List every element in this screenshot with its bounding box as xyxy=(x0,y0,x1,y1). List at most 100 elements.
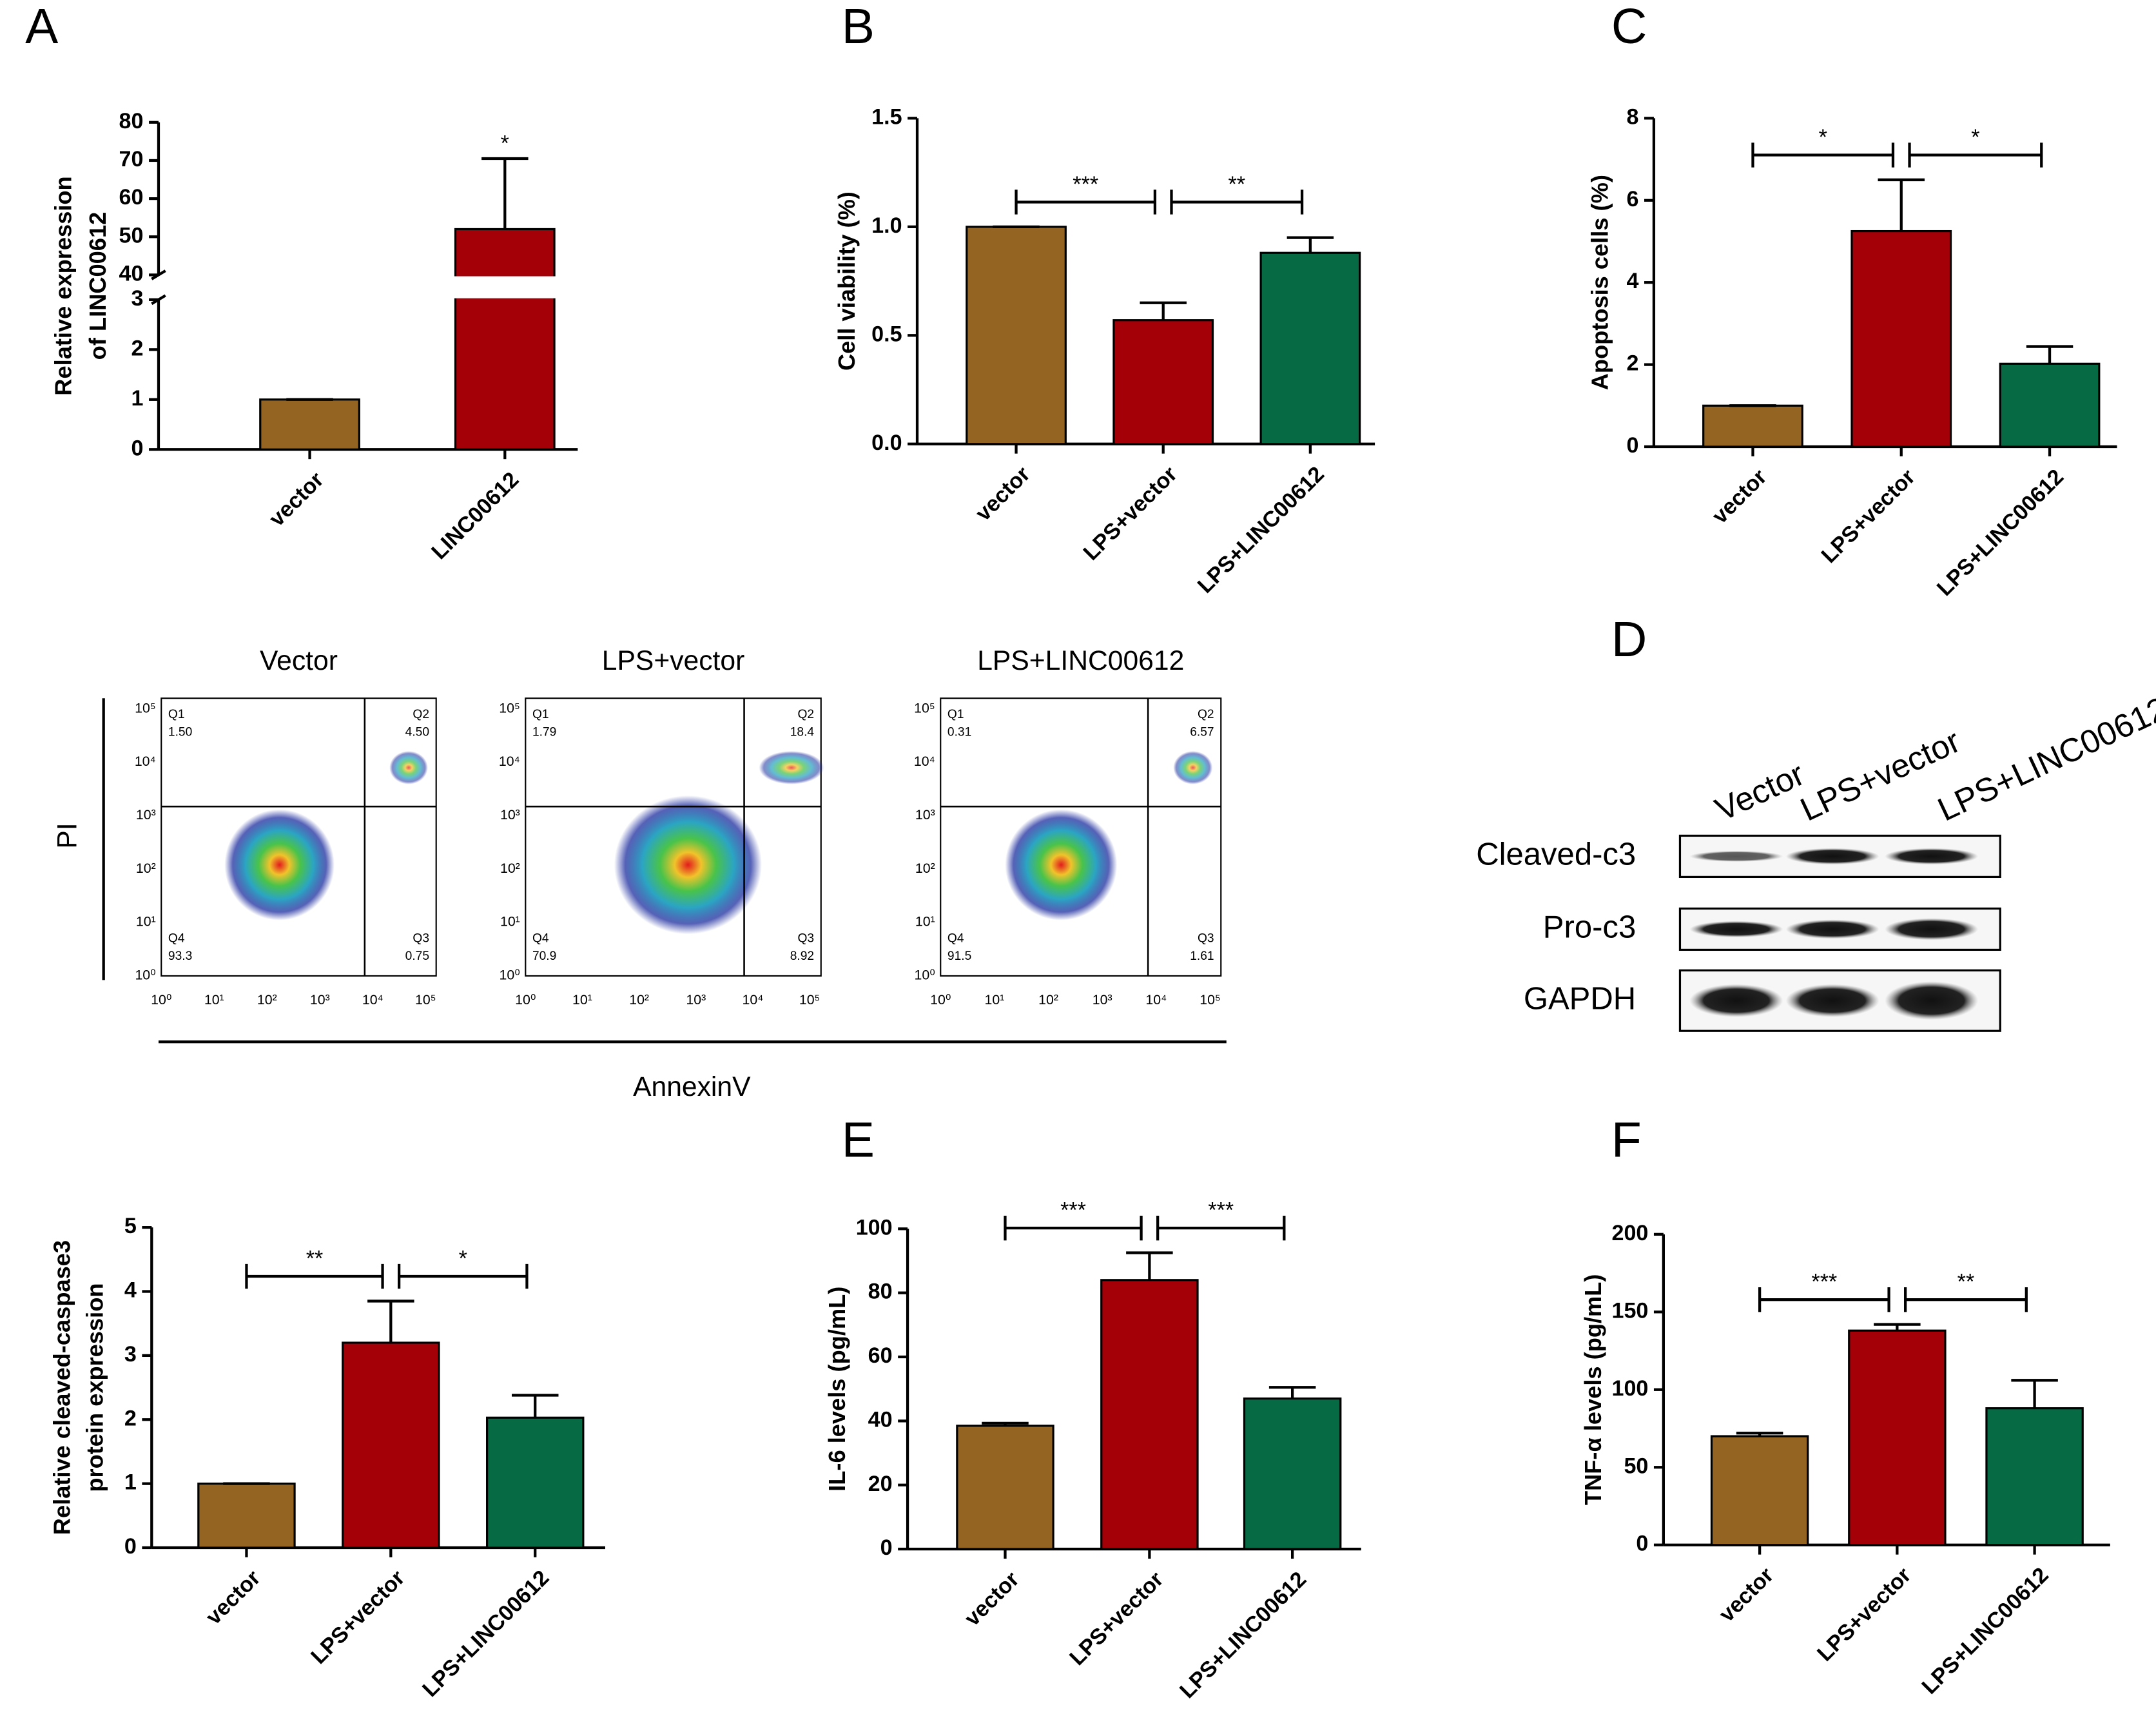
bar xyxy=(1848,1329,1947,1546)
significance-label: * xyxy=(1819,125,1827,150)
significance-bracket xyxy=(1908,142,2043,168)
error-bar xyxy=(2026,345,2073,364)
bar xyxy=(1710,1435,1809,1546)
y-tick-label: 3 xyxy=(124,1342,137,1367)
x-tick-label: LPS+vector xyxy=(1817,465,1920,568)
panel-label: F xyxy=(1611,1113,1642,1167)
error-bar xyxy=(1287,236,1334,253)
x-tick-label: LPS+vector xyxy=(1079,462,1182,565)
quadrant-name: Q4 xyxy=(532,931,549,945)
significance-bracket xyxy=(1015,190,1157,215)
y-tick-label: 150 xyxy=(1611,1298,1648,1323)
significance-bracket xyxy=(398,1263,529,1289)
y-axis-label: protein expression xyxy=(82,1283,108,1492)
significance-bracket xyxy=(1004,1215,1143,1241)
bar xyxy=(259,398,360,451)
y-axis-label: PI xyxy=(52,823,83,848)
significance-label: ** xyxy=(306,1246,324,1271)
error-bar xyxy=(1874,1323,1921,1331)
bar xyxy=(197,1483,296,1549)
quadrant-name: Q1 xyxy=(947,708,964,721)
quadrant-value: 1.50 xyxy=(168,726,192,739)
x-tick-label: 10⁰ xyxy=(515,992,536,1008)
panel-label: D xyxy=(1611,612,1647,667)
quadrant-name: Q2 xyxy=(797,708,814,721)
x-tick-label: 10³ xyxy=(310,992,330,1008)
error-bar xyxy=(511,1394,559,1418)
band-label: Pro-c3 xyxy=(1543,910,1636,944)
quadrant-value: 4.50 xyxy=(405,726,429,739)
y-tick-label: 10³ xyxy=(500,807,520,823)
quadrant-name: Q2 xyxy=(413,708,429,721)
y-tick-label: 10⁵ xyxy=(914,700,935,716)
x-tick-label: 10² xyxy=(629,992,649,1008)
error-bar xyxy=(1268,1386,1316,1399)
y-tick-label: 6 xyxy=(1627,187,1639,211)
significance-label: *** xyxy=(1811,1270,1837,1294)
x-tick-label: 10⁴ xyxy=(1145,992,1167,1008)
x-tick-label: 10² xyxy=(1038,992,1058,1008)
quadrant-name: Q3 xyxy=(1198,931,1214,945)
x-tick-label: LPS+LINC00612 xyxy=(1932,465,2068,601)
panel-label: A xyxy=(25,0,59,54)
bar xyxy=(1702,404,1803,448)
x-tick-label: vector xyxy=(201,1566,265,1630)
y-tick-label: 0.0 xyxy=(871,431,902,455)
y-tick-label: 0 xyxy=(124,1534,137,1559)
x-tick-label: 10² xyxy=(257,992,277,1008)
lane-label: Vector xyxy=(1709,755,1810,828)
y-tick-label: 10² xyxy=(136,861,156,876)
x-tick-label: 10⁵ xyxy=(799,992,821,1008)
x-tick-label: 10¹ xyxy=(985,992,1005,1008)
y-tick-label: 1.5 xyxy=(871,104,902,129)
bar xyxy=(1999,362,2101,448)
x-tick-label: 10¹ xyxy=(204,992,224,1008)
band xyxy=(1689,920,1783,938)
panel-label: E xyxy=(842,1113,875,1167)
x-tick-label: 10⁴ xyxy=(743,992,764,1008)
y-axis-label: TNF-α levels (pg/mL) xyxy=(1580,1274,1606,1505)
y-tick-label: 20 xyxy=(868,1472,893,1496)
band xyxy=(1689,850,1783,862)
error-bar xyxy=(367,1300,414,1343)
quadrant-value: 1.79 xyxy=(532,726,556,739)
significance-label: * xyxy=(501,131,509,156)
band xyxy=(1785,984,1879,1017)
y-axis-label: IL-6 levels (pg/mL) xyxy=(824,1287,850,1492)
y-tick-label: 70 xyxy=(119,147,144,171)
error-bar xyxy=(982,1421,1029,1426)
x-tick-label: 10⁵ xyxy=(1199,992,1221,1008)
significance-bracket xyxy=(1758,1287,1890,1312)
bar xyxy=(1243,1397,1342,1550)
quadrant-value: 1.61 xyxy=(1190,950,1214,963)
y-tick-label: 1.0 xyxy=(871,213,902,238)
x-tick-label: 10³ xyxy=(1093,992,1112,1008)
y-tick-label: 2 xyxy=(131,336,144,360)
error-bar xyxy=(1126,1251,1173,1280)
y-tick-label: 8 xyxy=(1627,104,1639,129)
y-tick-label: 10⁵ xyxy=(499,700,520,716)
x-tick-label: vector xyxy=(1714,1563,1778,1627)
y-tick-label: 80 xyxy=(119,109,144,133)
band xyxy=(1885,848,1979,865)
quadrant-value: 70.9 xyxy=(532,950,556,963)
y-tick-label: 1 xyxy=(124,1470,137,1495)
x-tick-label: 10¹ xyxy=(572,992,592,1008)
density-cloud xyxy=(1173,751,1213,784)
x-tick-label: LPS+vector xyxy=(306,1566,409,1669)
bar xyxy=(486,1416,585,1549)
error-bar xyxy=(481,157,529,229)
density-cloud xyxy=(614,795,762,935)
quadrant-name: Q2 xyxy=(1198,708,1214,721)
bar xyxy=(966,226,1067,445)
y-tick-label: 10⁵ xyxy=(135,700,156,716)
y-tick-label: 100 xyxy=(1611,1376,1648,1401)
y-tick-label: 0 xyxy=(1627,433,1639,458)
y-tick-label: 1 xyxy=(131,386,144,411)
x-tick-label: 10⁵ xyxy=(415,992,436,1008)
y-tick-label: 60 xyxy=(868,1343,893,1368)
y-tick-label: 200 xyxy=(1611,1221,1648,1245)
error-bar xyxy=(2011,1379,2058,1408)
y-tick-label: 100 xyxy=(856,1215,893,1240)
